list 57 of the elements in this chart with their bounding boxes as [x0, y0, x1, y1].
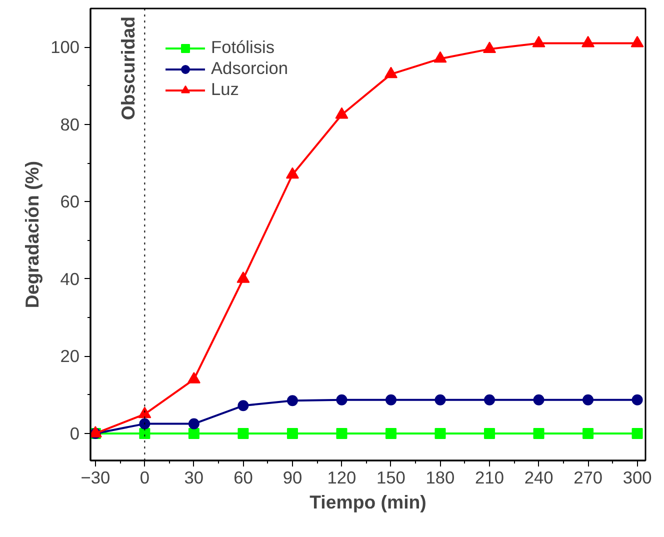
- y-tick-label: 80: [60, 114, 80, 134]
- point: [286, 428, 298, 439]
- point: [286, 395, 298, 406]
- x-tick-label: 150: [376, 468, 406, 488]
- x-tick-label: 0: [140, 468, 150, 488]
- point: [484, 394, 496, 406]
- point: [139, 418, 150, 430]
- y-tick-label: 60: [60, 192, 80, 212]
- point: [384, 66, 398, 78]
- x-tick-label: −30: [80, 468, 110, 488]
- point: [484, 428, 496, 439]
- point: [630, 36, 644, 48]
- point: [139, 428, 150, 439]
- point: [532, 36, 546, 48]
- point: [336, 428, 348, 439]
- x-tick-label: 90: [282, 468, 302, 488]
- point: [336, 394, 348, 406]
- y-axis-title: Degradación (%): [22, 160, 43, 308]
- point: [238, 428, 249, 439]
- x-tick-label: 210: [475, 468, 504, 488]
- point: [632, 428, 643, 439]
- x-tick-label: 300: [622, 468, 652, 488]
- y-tick-label: 20: [60, 346, 80, 366]
- point: [582, 36, 595, 48]
- point: [434, 394, 446, 406]
- legend-label: Fotólisis: [211, 37, 275, 58]
- point: [533, 428, 544, 439]
- legend-label: Adsorcion: [211, 58, 288, 79]
- point: [385, 428, 396, 439]
- point: [434, 51, 447, 63]
- point: [533, 394, 544, 406]
- ref-line-label: Obscuridad: [118, 16, 139, 120]
- y-tick-label: 40: [60, 268, 80, 289]
- point: [632, 394, 643, 406]
- x-tick-label: 60: [234, 468, 253, 488]
- x-tick-label: 30: [184, 468, 204, 488]
- point: [335, 107, 348, 119]
- y-tick-label: 100: [50, 37, 80, 58]
- x-tick-label: 270: [574, 468, 602, 488]
- point: [434, 428, 446, 439]
- point: [188, 428, 200, 439]
- point: [187, 372, 200, 384]
- point: [238, 400, 249, 412]
- legend-label: Luz: [211, 79, 239, 100]
- y-tick-label: 0: [70, 423, 80, 444]
- x-tick-label: 120: [327, 468, 356, 488]
- x-axis-title: Tiempo (min): [310, 492, 426, 512]
- point: [582, 394, 594, 406]
- point: [582, 428, 594, 439]
- x-tick-label: 180: [426, 468, 455, 488]
- x-tick-label: 240: [524, 468, 554, 488]
- point: [286, 167, 299, 179]
- point: [188, 418, 200, 430]
- point: [483, 42, 496, 54]
- point: [385, 394, 396, 406]
- point: [236, 272, 250, 283]
- point: [138, 406, 152, 418]
